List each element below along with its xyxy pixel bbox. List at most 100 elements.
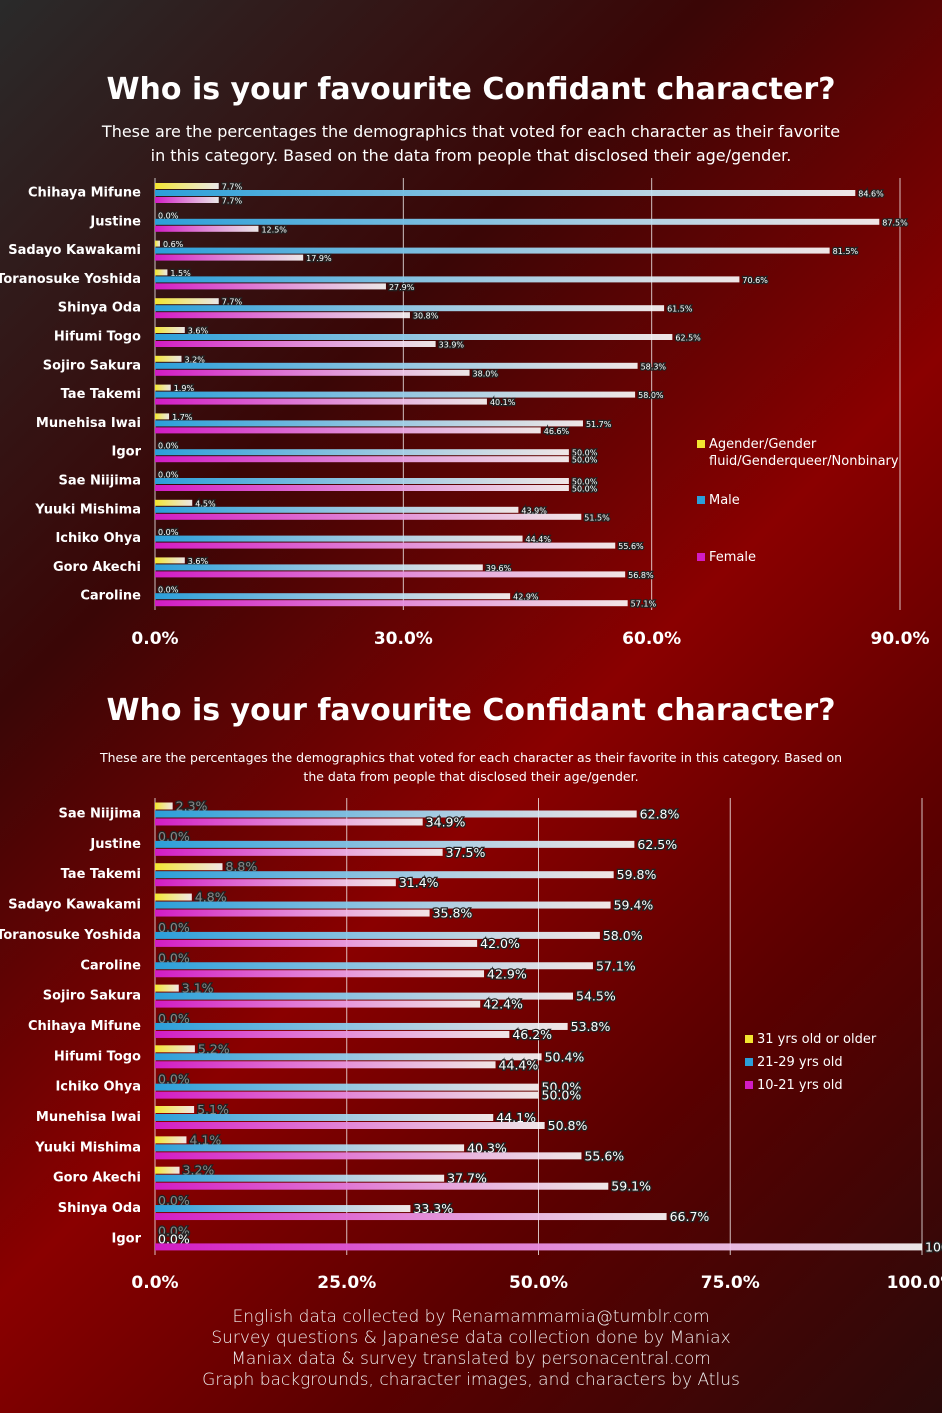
legend-swatch — [697, 440, 705, 448]
bar — [155, 485, 569, 491]
bar — [155, 1152, 582, 1160]
value-label: 50.0% — [542, 1088, 582, 1103]
y-tick-label: Chihaya Mifune — [28, 1019, 141, 1034]
bar — [155, 901, 611, 909]
bar — [155, 413, 170, 420]
value-label: 50.8% — [548, 1118, 588, 1133]
bar — [155, 384, 171, 391]
y-tick-label: Yuuki Mishima — [34, 502, 141, 517]
bar — [155, 1030, 510, 1038]
bar — [155, 391, 636, 398]
chart-subtitle: These are the percentages the demographi… — [101, 122, 841, 165]
x-tick-label: 30.0% — [374, 629, 433, 649]
bar — [155, 420, 583, 427]
value-label: 12.5% — [261, 225, 287, 234]
value-label: 39.6% — [486, 564, 512, 573]
value-label: 0.0% — [158, 1231, 190, 1246]
bar — [155, 341, 436, 347]
value-label: 87.5% — [882, 218, 908, 227]
bar — [155, 1205, 411, 1213]
bar — [155, 984, 179, 992]
footer-line: English data collected by Renamammamia@t… — [232, 1307, 710, 1327]
value-label: 44.1% — [496, 1110, 536, 1125]
value-label: 1.5% — [170, 269, 191, 278]
bar — [155, 863, 223, 871]
value-label: 55.6% — [584, 1148, 624, 1163]
bar — [155, 1114, 494, 1121]
bar — [155, 1000, 481, 1008]
y-tick-label: Shinya Oda — [58, 301, 141, 316]
bar — [155, 298, 219, 305]
bar — [155, 992, 574, 1000]
bar — [155, 197, 219, 203]
bar — [155, 810, 637, 818]
value-label: 50.0% — [572, 449, 598, 458]
value-label: 50.0% — [542, 1080, 582, 1095]
footer-line: Survey questions & Japanese data collect… — [211, 1328, 731, 1348]
bar — [155, 1243, 922, 1251]
y-tick-label: Sae Niijima — [58, 474, 141, 489]
value-label: 81.5% — [833, 247, 859, 256]
bar — [155, 334, 673, 340]
legend-label: 21-29 yrs old — [757, 1055, 843, 1070]
bar — [155, 818, 423, 826]
footer-line: Maniax data & survey translated by perso… — [231, 1349, 711, 1369]
value-label: 42.9% — [487, 966, 527, 981]
value-label: 0.0% — [158, 1223, 190, 1238]
bar — [155, 848, 443, 856]
value-label: 59.1% — [611, 1179, 651, 1194]
y-tick-label: Sadayo Kawakami — [8, 243, 141, 258]
bar — [155, 506, 519, 513]
bar — [155, 557, 185, 564]
value-label: 84.6% — [858, 190, 884, 199]
bar — [155, 802, 173, 810]
chart-title: Who is your favourite Confidant characte… — [106, 72, 836, 107]
value-label: 8.8% — [225, 859, 257, 874]
value-label: 0.0% — [158, 211, 179, 220]
value-label: 17.9% — [306, 254, 332, 263]
value-label: 7.7% — [222, 183, 243, 192]
value-label: 58.0% — [603, 928, 643, 943]
bar — [155, 513, 582, 520]
bar — [155, 362, 638, 369]
legend-swatch — [745, 1035, 753, 1043]
value-label: 51.5% — [584, 513, 610, 522]
value-label: 46.6% — [544, 427, 570, 436]
value-label: 43.9% — [521, 506, 547, 515]
value-label: 31.4% — [399, 875, 439, 890]
x-tick-label: 0.0% — [131, 1273, 178, 1293]
value-label: 70.6% — [742, 276, 768, 285]
value-label: 37.5% — [446, 845, 486, 860]
legend-swatch — [745, 1081, 753, 1089]
value-label: 57.1% — [631, 600, 657, 609]
x-tick-label: 100.0% — [887, 1273, 942, 1293]
value-label: 54.5% — [576, 989, 616, 1004]
value-label: 58.0% — [638, 391, 664, 400]
bar — [155, 571, 626, 578]
value-label: 34.9% — [426, 815, 466, 830]
bar — [155, 499, 193, 506]
y-tick-label: Chihaya Mifune — [28, 186, 141, 201]
footer-line: Graph backgrounds, character images, and… — [202, 1370, 740, 1390]
value-label: 42.9% — [513, 593, 539, 602]
legend-label: 10-21 yrs old — [757, 1078, 843, 1093]
bar — [155, 1061, 496, 1069]
value-label: 40.3% — [467, 1140, 507, 1155]
bar — [155, 1136, 187, 1144]
value-label: 0.0% — [158, 829, 190, 844]
value-label: 59.4% — [614, 898, 654, 913]
legend-label: Female — [709, 550, 757, 565]
value-label: 3.6% — [188, 557, 209, 566]
bar — [155, 1083, 539, 1091]
y-tick-label: Caroline — [80, 589, 141, 604]
value-label: 0.6% — [163, 240, 184, 249]
value-label: 33.3% — [413, 1201, 453, 1216]
bar — [155, 893, 192, 901]
bar — [155, 931, 600, 939]
legend-swatch — [745, 1058, 753, 1066]
value-label: 62.5% — [637, 837, 677, 852]
bar — [155, 283, 386, 290]
bar — [155, 542, 616, 549]
y-tick-label: Justine — [89, 837, 141, 852]
